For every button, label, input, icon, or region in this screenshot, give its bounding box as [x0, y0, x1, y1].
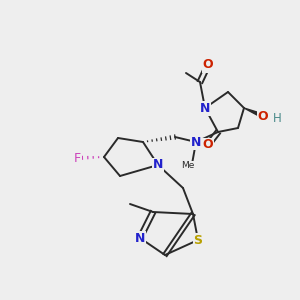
Text: O: O: [203, 58, 213, 71]
Text: H: H: [273, 112, 281, 124]
Text: N: N: [135, 232, 145, 244]
Text: Me: Me: [181, 161, 195, 170]
Text: O: O: [203, 139, 213, 152]
Polygon shape: [244, 108, 264, 118]
Text: S: S: [194, 233, 202, 247]
Text: O: O: [258, 110, 268, 122]
Text: N: N: [153, 158, 163, 172]
Text: N: N: [200, 101, 210, 115]
Text: N: N: [191, 136, 201, 148]
Text: F: F: [74, 152, 81, 164]
